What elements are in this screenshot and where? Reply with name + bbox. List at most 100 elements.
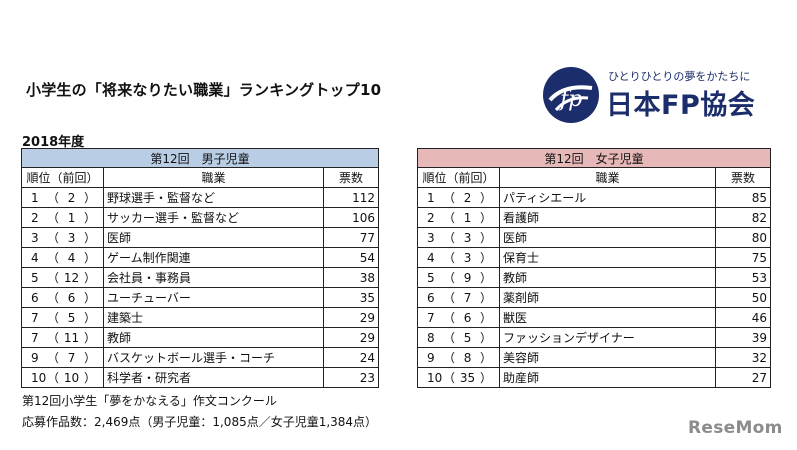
rank-cell: 10 （10） [21, 367, 104, 388]
page-title: 小学生の「将来なりたい職業」ランキングトップ10 [26, 81, 382, 99]
table-row: 1 （ 2 ） パティシエール 85 [417, 187, 772, 208]
open-paren: （ [47, 371, 60, 385]
rank-cell: 4 （ 4 ） [21, 247, 104, 268]
votes-cell: 38 [322, 267, 380, 288]
previous-rank: 1 [463, 210, 472, 225]
rank-cell: 3 （ 3 ） [21, 227, 104, 248]
job-cell: 保育士 [499, 247, 716, 268]
open-paren: （ [443, 351, 456, 365]
votes-cell: 80 [714, 227, 772, 248]
close-paren: ） [479, 271, 492, 285]
votes-cell: 29 [322, 307, 380, 328]
open-paren: （ [443, 311, 456, 325]
rank-cell: 1 （ 2 ） [417, 187, 500, 208]
table-row: 2 （ 1 ） サッカー選手・監督など 106 [21, 207, 380, 228]
table-row: 6 （ 6 ） ユーチューバー 35 [21, 287, 380, 308]
open-paren: （ [47, 251, 60, 265]
table-row: 5 （12） 会社員・事務員 38 [21, 267, 380, 288]
boys-job-header: 職業 [103, 167, 324, 188]
table-row: 10 （10）科学者・研究者 23 [21, 367, 380, 388]
table-row: 7 （ 6 ） 獣医 46 [417, 307, 772, 328]
votes-cell: 29 [322, 327, 380, 348]
rank-cell: 7 （ 5 ） [21, 307, 104, 328]
rank: 5 [427, 270, 435, 285]
rank-cell: 1 （ 2 ） [21, 187, 104, 208]
table-row: 4 （ 3 ） 保育士 75 [417, 247, 772, 268]
job-cell: 教師 [103, 327, 324, 348]
girls-ranking-table: 第12回 女子児童 順位（前回） 職業 票数 1 （2）パティシエール 85 2 （1）… [416, 148, 772, 388]
close-paren: ） [83, 191, 96, 205]
rank: 3 [31, 230, 39, 245]
table-row: 8 （ 5 ） ファッションデザイナー 39 [417, 327, 772, 348]
job-cell: ユーチューバー [103, 287, 324, 308]
close-paren: ） [479, 291, 492, 305]
votes-cell: 24 [322, 347, 380, 368]
table-row: 3 （ 3 ） 医師 80 [417, 227, 772, 248]
close-paren: ） [83, 251, 96, 265]
table-row: 10 （35）助産師 27 [417, 367, 772, 388]
rank-cell: 4 （ 3 ） [417, 247, 500, 268]
open-paren: （ [443, 231, 456, 245]
boys-rank-header: 順位（前回） [21, 167, 104, 188]
close-paren: ） [479, 331, 492, 345]
fp-logo-icon: fp [543, 67, 599, 123]
table-row: 6 （ 7 ） 薬剤師 50 [417, 287, 772, 308]
table-row: 4 （ 4 ） ゲーム制作関連 54 [21, 247, 380, 268]
rank: 4 [31, 250, 39, 265]
rank-cell: 9 （ 8 ） [417, 347, 500, 368]
rank: 9 [427, 350, 435, 365]
votes-cell: 32 [714, 347, 772, 368]
svg-text:fp: fp [558, 87, 582, 112]
job-cell: 会社員・事務員 [103, 267, 324, 288]
close-paren: ） [83, 271, 96, 285]
open-paren: （ [47, 191, 60, 205]
open-paren: （ [47, 211, 60, 225]
open-paren: （ [443, 331, 456, 345]
rank-cell: 3 （ 3 ） [417, 227, 500, 248]
close-paren: ） [479, 311, 492, 325]
open-paren: （ [47, 351, 60, 365]
rank: 7 [427, 310, 435, 325]
rank: 1 [427, 190, 435, 205]
girls-table-body: 1 （2）パティシエール 85 2 （1）看護師 82 3 （3）医師 80 4 （3）保育士 75 5… [417, 187, 772, 388]
table-row: 2 （ 1 ） 看護師 82 [417, 207, 772, 228]
job-cell: 医師 [103, 227, 324, 248]
open-paren: （ [47, 291, 60, 305]
job-cell: 科学者・研究者 [103, 367, 324, 388]
open-paren: （ [443, 251, 456, 265]
previous-rank: 9 [463, 270, 472, 285]
entry-count-note: 応募作品数：2,469点（男子児童：1,085点／女子児童1,384点） [22, 415, 378, 429]
votes-cell: 35 [322, 287, 380, 308]
previous-rank: 1 [67, 210, 76, 225]
job-cell: 建築士 [103, 307, 324, 328]
table-row: 3 （ 3 ） 医師 77 [21, 227, 380, 248]
rank: 2 [427, 210, 435, 225]
close-paren: ） [83, 291, 96, 305]
rank: 2 [31, 210, 39, 225]
rank: 6 [31, 290, 39, 305]
job-cell: バスケットボール選手・コーチ [103, 347, 324, 368]
job-cell: 野球選手・監督など [103, 187, 324, 208]
close-paren: ） [479, 191, 492, 205]
girls-table-caption: 第12回 女子児童 [416, 148, 772, 168]
votes-cell: 106 [322, 207, 380, 228]
open-paren: （ [47, 231, 60, 245]
rank: 10 [427, 370, 443, 385]
logo-tagline: ひとりひとりの夢をかたちに [608, 70, 751, 83]
logo-name: 日本FP協会 [606, 90, 756, 121]
rank-cell: 6 （ 7 ） [417, 287, 500, 308]
job-cell: 薬剤師 [499, 287, 716, 308]
rank: 7 [31, 330, 39, 345]
boys-table-body: 1 （2）野球選手・監督など 112 2 （1）サッカー選手・監督など 106 3 （3）医師… [21, 187, 380, 388]
rank: 5 [31, 270, 39, 285]
rank-cell: 2 （ 1 ） [417, 207, 500, 228]
rank-cell: 2 （ 1 ） [21, 207, 104, 228]
rank-cell: 10 （35） [417, 367, 500, 388]
previous-rank: 35 [459, 370, 476, 385]
votes-cell: 50 [714, 287, 772, 308]
close-paren: ） [83, 211, 96, 225]
close-paren: ） [83, 351, 96, 365]
rank: 3 [427, 230, 435, 245]
previous-rank: 7 [463, 290, 472, 305]
previous-rank: 5 [67, 310, 76, 325]
